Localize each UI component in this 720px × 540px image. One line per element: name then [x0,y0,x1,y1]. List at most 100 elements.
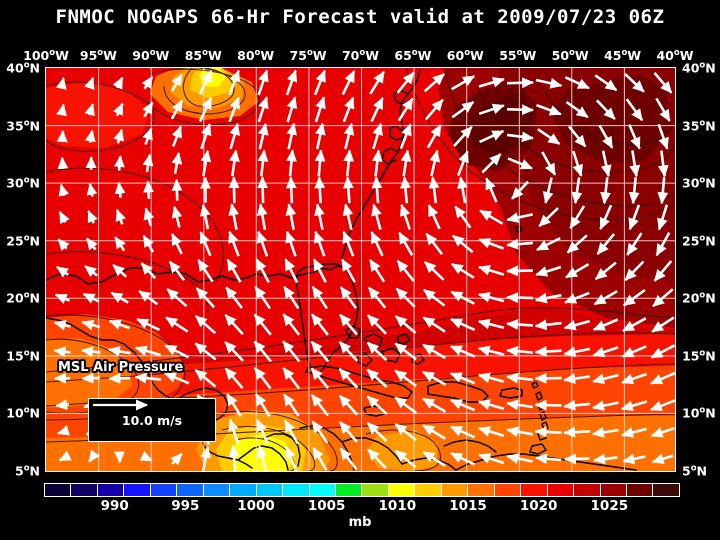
wind-vector [257,176,269,204]
wind-vector [58,210,70,225]
wind-vector [394,423,417,442]
wind-vector [537,128,561,145]
colorbar-segment [521,484,548,496]
lon-tick-label: 40oW [656,47,694,63]
colorbar-segment [177,484,204,496]
colorbar-segment [362,484,389,496]
wind-vector [628,177,640,205]
wind-vector [257,69,269,96]
wind-vector [506,345,534,357]
colorbar-tick-label: 1015 [449,498,487,514]
wind-vector [198,70,213,96]
wind-vector [651,316,675,333]
wind-vector [370,96,384,122]
wind-vector [394,315,417,334]
wind-vector [199,231,212,257]
wind-vector [283,393,300,417]
colorbar[interactable] [44,483,680,497]
wind-vector [650,344,675,359]
wind-vector [478,76,505,88]
wind-vector [534,319,562,331]
wind-vector [228,230,240,257]
wind-vector [58,450,72,462]
wind-vector [478,238,505,250]
lon-tick-label: 85oW [184,47,222,63]
wind-vector [478,265,505,276]
wind-vector [200,149,212,177]
wind-vector [107,346,131,357]
wind-vector [228,444,240,471]
wind-vector [372,123,383,150]
wind-vector [506,372,534,384]
wind-vector [451,100,475,119]
wind-vector [257,122,269,150]
wind-vector [310,394,329,417]
wind-vector [286,122,298,150]
wind-vector [511,180,529,200]
wind-vector [84,103,95,117]
wind-vector [563,426,591,438]
wind-vector [256,445,268,471]
wind-vector [534,426,562,438]
wind-vector [477,291,505,303]
wind-vector [342,176,354,204]
wind-vector [565,263,590,279]
wind-vector [506,319,534,330]
wind-vector [134,345,162,357]
wind-vector [56,130,68,143]
wind-vector [650,426,675,438]
wind-vector [422,370,447,386]
colorbar-segment [309,484,336,496]
colorbar-segment [468,484,495,496]
map-plot-area[interactable]: MSL Air Pressure 10.0 m/s [45,67,676,472]
wind-vector [395,287,416,308]
wind-vector [141,75,154,90]
wind-vector [593,453,618,465]
lat-tick-label-right: 35oN [682,117,716,134]
wind-vector [369,259,386,283]
wind-vector [114,236,126,252]
wind-vector [535,265,562,277]
wind-vector [228,69,240,96]
wind-vector [338,341,359,362]
colorbar-segment [150,484,178,496]
wind-vector [85,237,98,251]
wind-vector [194,315,217,335]
wind-vector [457,176,468,204]
colorbar-segment [283,484,310,496]
wind-vector [200,445,212,471]
page-title: FNMOC NOGAPS 66-Hr Forecast valid at 200… [55,6,665,28]
wind-vector [478,453,505,465]
wind-vector [108,319,131,330]
wind-vector [224,341,245,362]
wind-vector [394,449,417,469]
wind-vector [370,231,384,257]
lon-tick-label: 60oW [446,47,484,63]
wind-vector [170,452,183,466]
lon-tick-label: 45oW [604,47,642,63]
wind-vector [285,203,297,231]
wind-vector [534,292,562,304]
colorbar-segment [494,484,522,496]
wind-vector [282,340,301,363]
wind-vector [311,420,329,444]
wind-vector [536,103,562,116]
colorbar-tick-label: 1020 [519,498,558,514]
wind-vector [366,368,388,388]
lat-tick-label-right: 10oN [682,405,716,421]
wind-vector [449,398,476,412]
colorbar-segment [97,484,125,496]
wind-vector [56,103,67,117]
lon-tick-label: 70oW [341,47,380,63]
wind-vector [422,424,447,440]
wind-vector [164,344,190,359]
wind-vector [534,346,562,358]
wind-vector [506,453,533,464]
wind-vector [338,394,359,416]
wind-vector [171,125,182,147]
wind-vector [310,313,329,336]
wind-vector [339,447,358,471]
wind-vector [628,124,641,150]
wind-vector [286,96,298,123]
wind-vector [450,262,475,279]
